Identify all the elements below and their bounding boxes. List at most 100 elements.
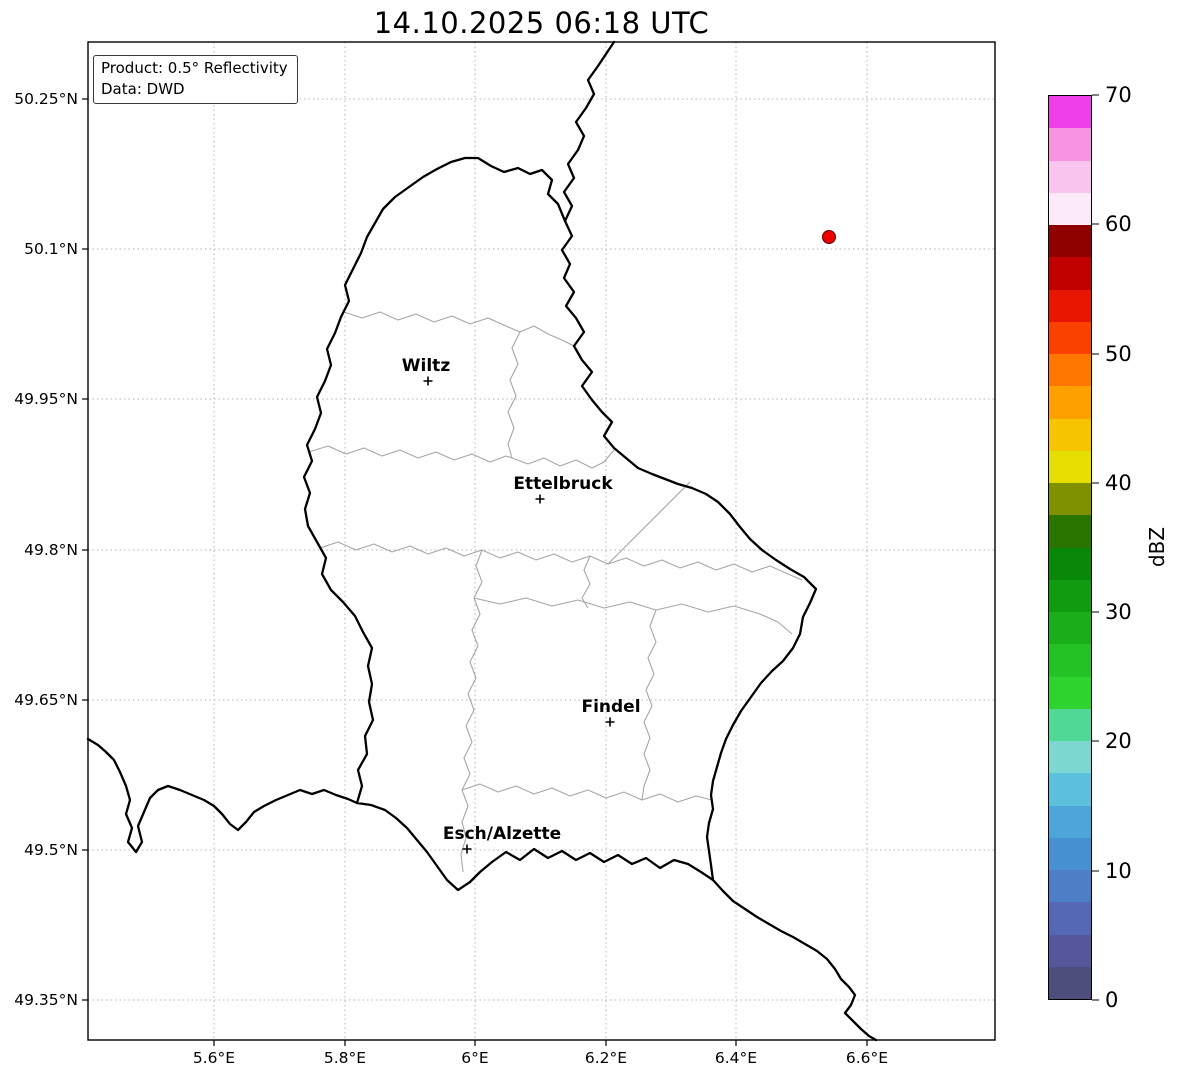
lat-tick-label: 49.35°N bbox=[14, 991, 78, 1009]
colorbar-segment bbox=[1049, 805, 1091, 838]
colorbar-segment bbox=[1049, 289, 1091, 322]
canton-border bbox=[460, 549, 483, 873]
lon-tick-label: 6°E bbox=[461, 1049, 488, 1067]
city-marker-icon bbox=[605, 717, 615, 727]
canton-border bbox=[641, 609, 657, 801]
lat-tick-label: 50.1°N bbox=[24, 240, 78, 258]
product-info-line: Product: 0.5° Reflectivity bbox=[101, 59, 288, 77]
lat-tick-label: 49.8°N bbox=[24, 541, 78, 559]
colorbar-tickmark bbox=[1092, 999, 1099, 1001]
colorbar-tickmark bbox=[1092, 740, 1099, 742]
city-ettelbruck: Ettelbruck bbox=[513, 474, 613, 504]
city-esch-alzette: Esch/Alzette bbox=[443, 824, 561, 854]
lon-tick-label: 5.8°E bbox=[324, 1049, 366, 1067]
city-findel: Findel bbox=[581, 697, 641, 727]
colorbar-tick-label: 30 bbox=[1105, 600, 1132, 625]
colorbar-tickmark bbox=[1092, 482, 1099, 484]
canton-border bbox=[607, 481, 691, 565]
axis-tickmarks bbox=[82, 98, 868, 1046]
canton-borders bbox=[308, 311, 803, 873]
canton-border bbox=[308, 445, 513, 463]
colorbar-segment bbox=[1049, 579, 1091, 612]
canton-border bbox=[507, 331, 521, 459]
city-label: Esch/Alzette bbox=[443, 824, 561, 844]
lon-tick-label: 6.2°E bbox=[585, 1049, 627, 1067]
colorbar-segment bbox=[1049, 257, 1091, 290]
lat-tick-label: 49.5°N bbox=[24, 841, 78, 859]
colorbar-segment bbox=[1049, 773, 1091, 806]
lon-tick-label: 6.6°E bbox=[846, 1049, 888, 1067]
canton-border bbox=[473, 597, 793, 635]
colorbar-segment bbox=[1049, 547, 1091, 580]
canton-border bbox=[461, 783, 713, 803]
colorbar-tickmark bbox=[1092, 94, 1099, 96]
canton-border bbox=[581, 555, 591, 609]
colorbar-tickmark bbox=[1092, 611, 1099, 613]
colorbar-segment bbox=[1049, 483, 1091, 516]
colorbar-segment bbox=[1049, 321, 1091, 354]
city-label: Wiltz bbox=[402, 356, 451, 376]
france-germany-border bbox=[711, 878, 878, 1042]
colorbar-tickmark bbox=[1092, 870, 1099, 872]
belgium-germany-border bbox=[562, 40, 616, 223]
colorbar-segment bbox=[1049, 418, 1091, 451]
colorbar-segment bbox=[1049, 192, 1091, 225]
colorbar-segment bbox=[1049, 902, 1091, 935]
colorbar-segment bbox=[1049, 96, 1091, 129]
canton-border bbox=[319, 541, 803, 581]
colorbar-segment bbox=[1049, 934, 1091, 967]
lon-axis-labels: 5.6°E 5.8°E 6°E 6.2°E 6.4°E 6.6°E bbox=[193, 1049, 888, 1067]
lat-tick-label: 49.65°N bbox=[14, 691, 78, 709]
colorbar-segment bbox=[1049, 386, 1091, 419]
colorbar-tick-label: 60 bbox=[1105, 212, 1132, 237]
colorbar-ticks: 70 60 50 40 30 20 10 0 bbox=[1092, 83, 1162, 1012]
figure-title: 14.10.2025 06:18 UTC bbox=[373, 6, 710, 40]
radar-echo-dot bbox=[822, 230, 836, 244]
colorbar-tick-label: 10 bbox=[1105, 858, 1132, 883]
map-plot-area bbox=[88, 42, 995, 1040]
colorbar-tick-label: 40 bbox=[1105, 470, 1132, 495]
canton-border bbox=[343, 311, 575, 347]
colorbar-segment bbox=[1049, 837, 1091, 870]
lat-axis-labels: 50.25°N 50.1°N 49.95°N 49.8°N 49.65°N 49… bbox=[14, 90, 78, 1009]
colorbar-segment bbox=[1049, 644, 1091, 677]
colorbar-segment bbox=[1049, 612, 1091, 645]
lon-tick-label: 5.6°E bbox=[193, 1049, 235, 1067]
city-marker-icon bbox=[462, 844, 472, 854]
france-belgium-border bbox=[86, 737, 359, 854]
colorbar-tick-label: 0 bbox=[1105, 988, 1119, 1012]
colorbar-segment bbox=[1049, 870, 1091, 903]
luxembourg-border bbox=[302, 156, 818, 892]
colorbar-segment bbox=[1049, 741, 1091, 774]
data-source-line: Data: DWD bbox=[101, 79, 185, 98]
colorbar-tick-label: 70 bbox=[1105, 83, 1132, 107]
city-marker-icon bbox=[535, 494, 545, 504]
colorbar-tickmark bbox=[1092, 223, 1099, 225]
colorbar-segment bbox=[1049, 708, 1091, 741]
city-label: Ettelbruck bbox=[513, 474, 613, 494]
map-frame bbox=[87, 41, 996, 1041]
colorbar-segment bbox=[1049, 966, 1091, 999]
colorbar-segment bbox=[1049, 450, 1091, 483]
canton-border bbox=[511, 449, 615, 469]
country-borders bbox=[86, 40, 878, 1042]
colorbar-tickmark bbox=[1092, 353, 1099, 355]
colorbar-segment bbox=[1049, 128, 1091, 161]
colorbar-unit-label: dBZ bbox=[1145, 526, 1169, 568]
colorbar-tick-label: 20 bbox=[1105, 729, 1132, 754]
lat-tick-label: 49.95°N bbox=[14, 390, 78, 408]
colorbar-segment bbox=[1049, 160, 1091, 193]
colorbar-segment bbox=[1049, 515, 1091, 548]
lat-tick-label: 50.25°N bbox=[14, 90, 78, 108]
product-info-box: Product: 0.5° Reflectivity Data: DWD bbox=[93, 55, 298, 105]
colorbar-segment bbox=[1049, 225, 1091, 258]
colorbar-segment bbox=[1049, 354, 1091, 387]
colorbar-segment bbox=[1049, 676, 1091, 709]
city-wiltz: Wiltz bbox=[402, 356, 451, 386]
colorbar-tick-label: 50 bbox=[1105, 341, 1132, 366]
colorbar-gradient bbox=[1048, 95, 1092, 1000]
cities: Wiltz Ettelbruck Findel Esch/Alzette bbox=[402, 356, 641, 854]
city-marker-icon bbox=[423, 376, 433, 386]
